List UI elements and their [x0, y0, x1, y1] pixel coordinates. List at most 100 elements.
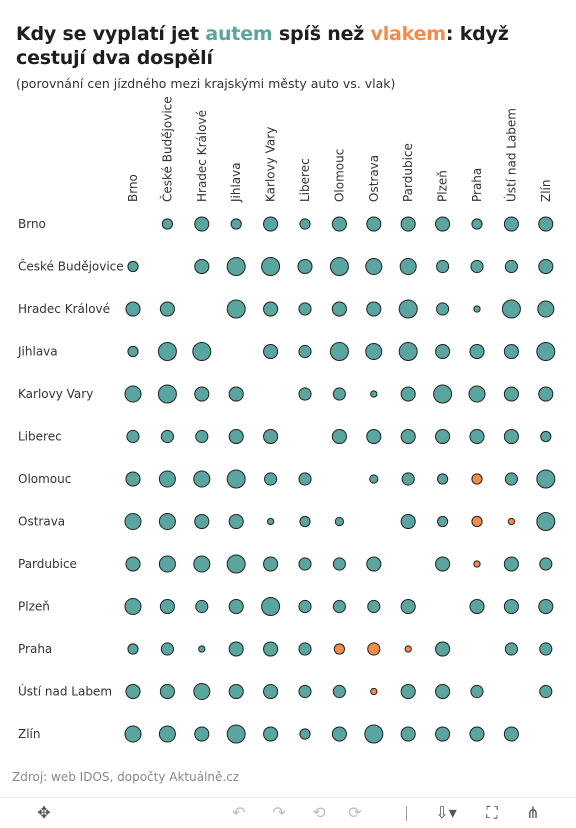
bubble-car[interactable]: [192, 342, 212, 361]
move-icon[interactable]: ✥: [37, 803, 51, 822]
bubble-car[interactable]: [226, 469, 246, 489]
bubble-car[interactable]: [400, 598, 416, 615]
bubble-car[interactable]: [370, 390, 378, 398]
bubble-car[interactable]: [400, 216, 416, 232]
bubble-car[interactable]: [228, 683, 244, 700]
bubble-car[interactable]: [366, 428, 382, 445]
bubble-car[interactable]: [504, 259, 518, 274]
bubble-car[interactable]: [332, 684, 346, 699]
bubble-car[interactable]: [470, 684, 484, 699]
bubble-car[interactable]: [536, 342, 556, 361]
bubble-car[interactable]: [263, 216, 279, 232]
bubble-car[interactable]: [399, 257, 417, 276]
bubble-car[interactable]: [501, 299, 521, 319]
bubble-car[interactable]: [298, 642, 312, 656]
bubble-car[interactable]: [124, 597, 142, 616]
bubble-car[interactable]: [263, 428, 279, 445]
bubble-car[interactable]: [298, 557, 312, 571]
bubble-car[interactable]: [331, 216, 347, 232]
bubble-car[interactable]: [127, 260, 139, 273]
bubble-car[interactable]: [157, 384, 177, 404]
bubble-car[interactable]: [299, 515, 311, 528]
bubble-car[interactable]: [503, 726, 519, 742]
bubble-car[interactable]: [194, 726, 210, 742]
revert-icon[interactable]: ⟲: [312, 803, 326, 822]
bubble-car[interactable]: [540, 430, 552, 443]
bubble-car[interactable]: [435, 428, 451, 445]
refresh-icon[interactable]: ⟳: [348, 803, 362, 822]
bubble-car[interactable]: [159, 683, 175, 700]
bubble-car[interactable]: [332, 557, 346, 571]
bubble-car[interactable]: [263, 556, 279, 572]
bubble-car[interactable]: [468, 385, 486, 403]
bubble-car[interactable]: [503, 598, 519, 615]
bubble-car[interactable]: [226, 554, 246, 574]
bubble-car[interactable]: [298, 387, 312, 401]
redo-icon[interactable]: ↷: [272, 803, 286, 822]
bubble-car[interactable]: [538, 598, 554, 615]
bubble-car[interactable]: [298, 599, 312, 614]
bubble-car[interactable]: [364, 724, 384, 744]
bubble-car[interactable]: [198, 645, 206, 653]
bubble-car[interactable]: [266, 517, 275, 526]
bubble-car[interactable]: [331, 301, 347, 317]
bubble-car[interactable]: [436, 302, 450, 316]
bubble-car[interactable]: [297, 258, 313, 275]
bubble-car[interactable]: [230, 218, 242, 230]
bubble-car[interactable]: [366, 556, 382, 572]
bubble-car[interactable]: [194, 216, 210, 232]
bubble-train[interactable]: [507, 517, 516, 526]
bubble-car[interactable]: [263, 726, 279, 742]
bubble-car[interactable]: [469, 726, 485, 742]
bubble-car[interactable]: [400, 683, 416, 700]
bubble-car[interactable]: [158, 555, 176, 573]
bubble-car[interactable]: [194, 258, 210, 275]
bubble-train[interactable]: [370, 687, 378, 696]
bubble-car[interactable]: [299, 728, 311, 740]
bubble-car[interactable]: [329, 342, 349, 361]
bubble-car[interactable]: [263, 641, 279, 657]
bubble-train[interactable]: [471, 473, 483, 485]
bubble-car[interactable]: [194, 386, 210, 402]
bubble-car[interactable]: [228, 428, 244, 445]
bubble-car[interactable]: [193, 682, 211, 701]
bubble-car[interactable]: [195, 429, 209, 444]
bubble-car[interactable]: [369, 474, 379, 484]
bubble-car[interactable]: [503, 343, 519, 360]
bubble-car[interactable]: [365, 342, 383, 361]
bubble-car[interactable]: [470, 259, 484, 274]
bubble-car[interactable]: [125, 301, 141, 317]
bubble-car[interactable]: [261, 257, 281, 276]
bubble-car[interactable]: [298, 472, 312, 486]
bubble-car[interactable]: [261, 597, 281, 616]
bubble-car[interactable]: [226, 299, 246, 319]
bubble-car[interactable]: [125, 556, 141, 572]
bubble-car[interactable]: [263, 683, 279, 700]
bubble-car[interactable]: [124, 725, 142, 743]
bubble-car[interactable]: [161, 218, 173, 230]
bubble-car[interactable]: [228, 598, 244, 615]
bubble-car[interactable]: [539, 642, 553, 656]
bubble-car[interactable]: [125, 683, 141, 700]
bubble-car[interactable]: [334, 516, 345, 527]
bubble-car[interactable]: [539, 684, 553, 699]
bubble-car[interactable]: [366, 301, 382, 317]
bubble-car[interactable]: [503, 428, 519, 445]
bubble-car[interactable]: [159, 598, 175, 615]
bubble-car[interactable]: [195, 599, 209, 614]
bubble-car[interactable]: [398, 299, 418, 319]
bubble-car[interactable]: [400, 386, 416, 402]
bubble-car[interactable]: [228, 641, 244, 657]
bubble-car[interactable]: [435, 216, 451, 232]
bubble-car[interactable]: [437, 515, 449, 528]
bubble-car[interactable]: [158, 725, 176, 743]
bubble-car[interactable]: [401, 472, 415, 486]
bubble-car[interactable]: [503, 386, 519, 402]
bubble-car[interactable]: [538, 216, 554, 232]
bubble-car[interactable]: [435, 641, 451, 657]
bubble-car[interactable]: [226, 724, 246, 744]
bubble-car[interactable]: [366, 216, 382, 232]
bubble-car[interactable]: [127, 345, 139, 358]
bubble-car[interactable]: [298, 684, 312, 699]
bubble-car[interactable]: [158, 512, 176, 531]
